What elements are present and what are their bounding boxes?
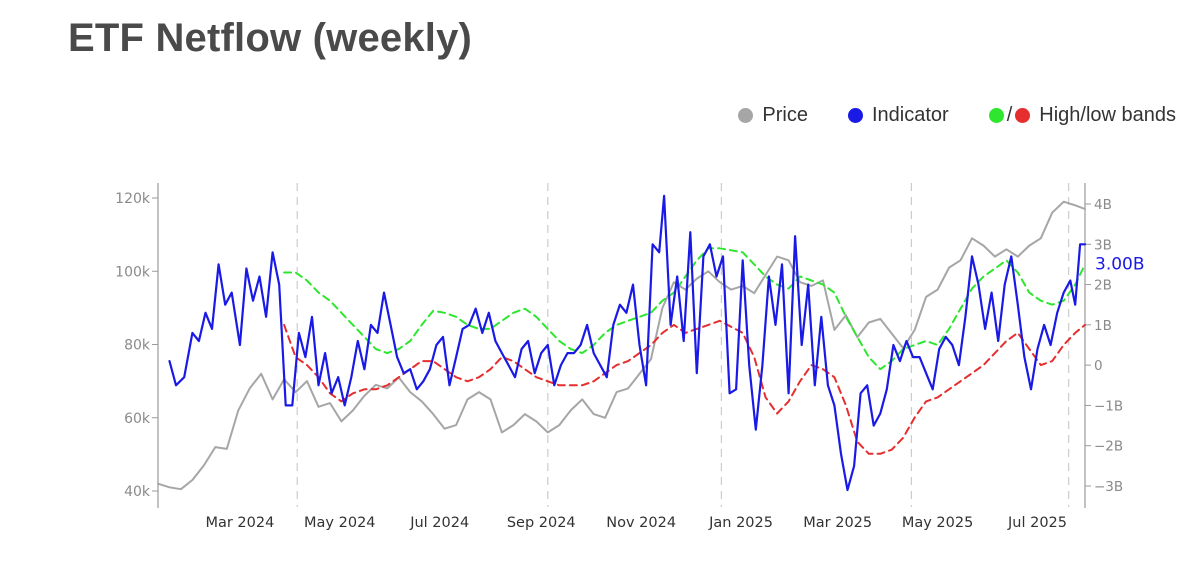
x-tick-label: Nov 2024 bbox=[606, 515, 676, 531]
legend-item-bands[interactable]: / High/low bands bbox=[988, 104, 1176, 127]
axes bbox=[152, 183, 1091, 508]
legend-label-indicator: Indicator bbox=[871, 104, 949, 126]
labels: 40k 60k 80k 100k 120k −3B −2B −1B 0 1B 2B 3B 4B Mar 2… bbox=[115, 191, 1144, 531]
right-tick-label: 0 bbox=[1094, 358, 1103, 374]
right-tick-label: −1B bbox=[1094, 398, 1123, 414]
x-tick-label: Jan 2025 bbox=[708, 515, 773, 531]
chart-title: ETF Netflow (weekly) bbox=[68, 16, 473, 60]
high-band-line bbox=[283, 247, 1086, 371]
left-tick-label: 120k bbox=[115, 191, 151, 207]
indicator-line bbox=[168, 194, 1087, 492]
indicator-dot-icon bbox=[847, 108, 863, 123]
legend-label-bands: High/low bands bbox=[1039, 104, 1176, 126]
right-tick-label: 1B bbox=[1094, 318, 1112, 334]
x-tick-label: May 2025 bbox=[902, 515, 974, 531]
chart-legend: Price Indicator / High/low bands bbox=[698, 104, 1176, 127]
series bbox=[157, 194, 1087, 492]
right-tick-label: 3B bbox=[1094, 237, 1112, 253]
low-band-dot-icon bbox=[1015, 108, 1031, 123]
x-tick-label: Sep 2024 bbox=[507, 515, 576, 531]
x-tick-label: Mar 2025 bbox=[803, 515, 872, 531]
legend-item-indicator[interactable]: Indicator bbox=[847, 104, 949, 127]
x-tick-label: Jul 2025 bbox=[1007, 515, 1067, 531]
price-line bbox=[157, 200, 1086, 491]
left-tick-label: 40k bbox=[124, 484, 151, 500]
price-dot-icon bbox=[738, 108, 754, 123]
legend-item-price[interactable]: Price bbox=[738, 104, 808, 127]
x-tick-label: May 2024 bbox=[304, 515, 376, 531]
high-band-dot-icon bbox=[988, 108, 1004, 123]
right-tick-label: −3B bbox=[1094, 479, 1123, 495]
legend-bands-slash: / bbox=[1006, 104, 1013, 126]
left-tick-label: 80k bbox=[124, 338, 151, 354]
right-tick-label: 4B bbox=[1094, 197, 1112, 213]
x-tick-label: Jul 2024 bbox=[409, 515, 469, 531]
left-tick-label: 60k bbox=[124, 411, 151, 427]
left-tick-label: 100k bbox=[115, 264, 151, 280]
right-tick-label: 2B bbox=[1094, 278, 1112, 294]
x-tick-label: Mar 2024 bbox=[205, 515, 274, 531]
right-tick-label: −2B bbox=[1094, 439, 1123, 455]
indicator-last-value-label: 3.00B bbox=[1095, 254, 1145, 274]
low-band-line bbox=[283, 319, 1086, 455]
legend-label-price: Price bbox=[762, 104, 808, 126]
